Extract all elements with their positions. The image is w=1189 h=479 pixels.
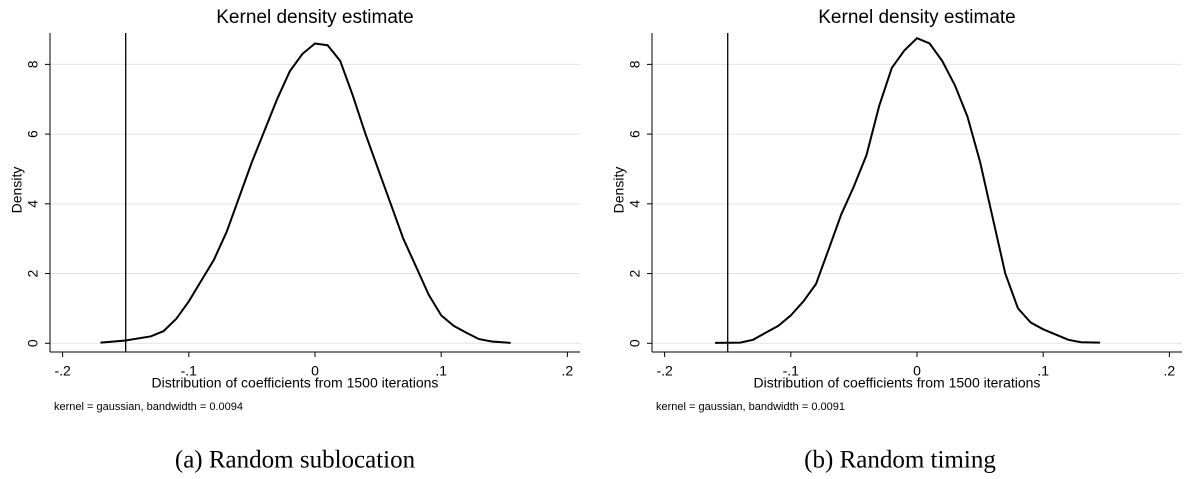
y-axis-label: Density xyxy=(9,167,25,214)
y-tick-label: 4 xyxy=(627,200,643,208)
x-tick-label: -.1 xyxy=(181,363,198,379)
x-axis-label: Distribution of coefficients from 1500 i… xyxy=(152,375,439,391)
note: kernel = gaussian, bandwidth = 0.0091 xyxy=(656,401,845,413)
density-line xyxy=(715,37,1101,344)
y-tick-label: 6 xyxy=(627,130,643,138)
y-tick-label: 0 xyxy=(627,339,643,347)
y-tick-label: 2 xyxy=(25,269,41,277)
x-tick-label: 0 xyxy=(311,363,319,379)
x-tick-label: -.2 xyxy=(656,363,673,379)
x-tick-label: -.1 xyxy=(783,363,800,379)
x-axis-label: Distribution of coefficients from 1500 i… xyxy=(754,375,1041,391)
x-tick-label: 0 xyxy=(913,363,921,379)
caption: (b) Random timing xyxy=(804,447,996,474)
chart-title: Kernel density estimate xyxy=(216,7,414,28)
x-tick-label: .2 xyxy=(562,363,574,379)
x-tick-label: .1 xyxy=(1037,363,1049,379)
x-tick-label: .2 xyxy=(1164,363,1176,379)
y-axis-label: Density xyxy=(611,167,627,214)
chart-title: Kernel density estimate xyxy=(818,7,1016,28)
x-tick-label: .1 xyxy=(435,363,447,379)
caption: (a) Random sublocation xyxy=(175,447,416,474)
y-tick-label: 8 xyxy=(627,60,643,68)
y-tick-label: 8 xyxy=(25,60,41,68)
x-tick-label: -.2 xyxy=(54,363,71,379)
y-tick-label: 0 xyxy=(25,339,41,347)
density-line xyxy=(100,42,511,344)
y-tick-label: 6 xyxy=(25,130,41,138)
note: kernel = gaussian, bandwidth = 0.0094 xyxy=(54,401,243,413)
y-tick-label: 2 xyxy=(627,269,643,277)
y-tick-label: 4 xyxy=(25,200,41,208)
